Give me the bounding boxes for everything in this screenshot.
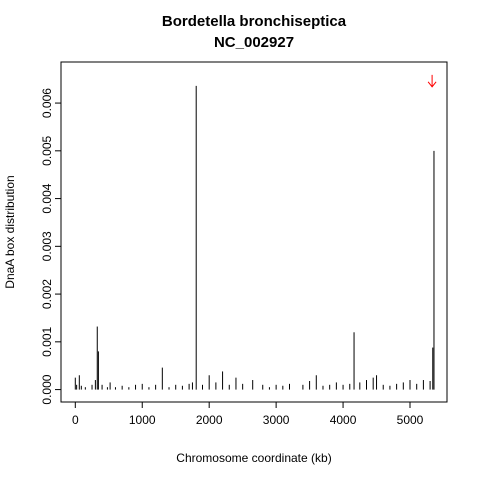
x-tick-label: 4000: [330, 413, 357, 427]
plot-frame: [60, 61, 448, 403]
x-tick-label: 5000: [397, 413, 424, 427]
x-tick-label: 0: [72, 413, 79, 427]
x-tick-label: 1000: [129, 413, 156, 427]
y-tick-label: 0.005: [40, 135, 54, 165]
y-tick-label: 0.002: [40, 279, 54, 309]
y-axis-label: DnaA box distribution: [3, 175, 17, 288]
x-tick-label: 3000: [263, 413, 290, 427]
x-tick-label: 2000: [196, 413, 223, 427]
arrow: [427, 74, 437, 88]
y-tick-label: 0.000: [40, 374, 54, 404]
chart-subtitle: NC_002927: [214, 34, 294, 51]
y-tick-label: 0.003: [40, 231, 54, 261]
y-tick-label: 0.006: [40, 88, 54, 118]
chart-title: Bordetella bronchiseptica: [162, 13, 347, 30]
y-tick-label: 0.004: [40, 183, 54, 213]
y-tick-label: 0.001: [40, 326, 54, 356]
x-axis-label: Chromosome coordinate (kb): [176, 451, 331, 465]
